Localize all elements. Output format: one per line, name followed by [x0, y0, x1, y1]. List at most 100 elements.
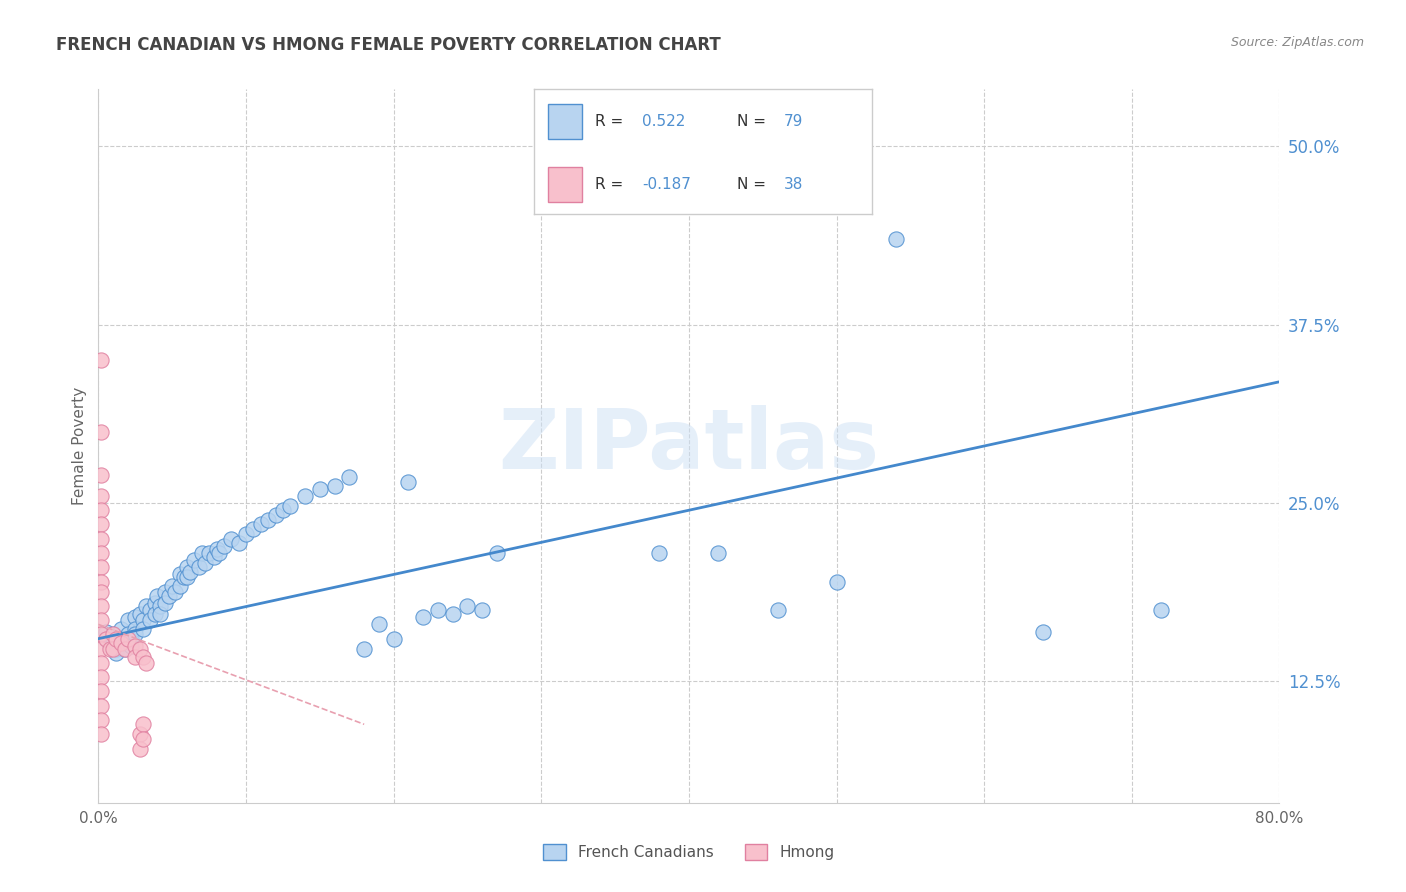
Point	[176, 560, 198, 574]
Point	[212, 539, 235, 553]
Text: Source: ZipAtlas.com: Source: ZipAtlas.com	[1230, 36, 1364, 49]
Point	[228, 536, 250, 550]
Point	[90, 727, 112, 741]
Point	[162, 579, 183, 593]
Point	[648, 546, 671, 560]
Point	[205, 541, 228, 556]
Text: N =: N =	[737, 177, 770, 192]
Point	[309, 482, 332, 496]
Point	[128, 727, 150, 741]
Point	[149, 607, 172, 622]
Point	[149, 599, 172, 613]
Point	[124, 650, 146, 665]
Point	[264, 508, 287, 522]
Point	[219, 532, 242, 546]
Point	[124, 610, 146, 624]
Point	[114, 636, 136, 650]
Point	[90, 698, 112, 713]
Point	[323, 479, 346, 493]
Point	[235, 527, 257, 541]
Point	[103, 627, 125, 641]
Point	[294, 489, 316, 503]
Point	[139, 603, 162, 617]
Point	[337, 470, 360, 484]
Point	[90, 713, 112, 727]
Point	[153, 584, 176, 599]
Point	[117, 613, 139, 627]
Point	[1150, 603, 1173, 617]
Point	[90, 684, 112, 698]
Point	[353, 641, 375, 656]
Point	[456, 599, 478, 613]
Point	[766, 603, 789, 617]
Point	[110, 622, 132, 636]
Point	[396, 475, 419, 489]
Text: R =: R =	[595, 114, 628, 129]
Point	[135, 656, 157, 670]
Point	[278, 499, 302, 513]
Point	[114, 641, 136, 656]
Point	[90, 574, 112, 589]
Point	[198, 546, 221, 560]
Point	[169, 579, 191, 593]
Point	[124, 639, 146, 653]
Point	[128, 741, 150, 756]
Point	[117, 632, 139, 646]
Point	[90, 467, 112, 482]
Point	[132, 731, 155, 746]
Point	[90, 670, 112, 684]
Point	[110, 632, 132, 646]
Point	[132, 622, 155, 636]
Point	[94, 632, 117, 646]
Point	[114, 641, 136, 656]
Text: N =: N =	[737, 114, 770, 129]
Point	[183, 553, 205, 567]
Point	[165, 584, 187, 599]
Point	[90, 641, 112, 656]
Point	[105, 632, 128, 646]
Point	[1032, 624, 1054, 639]
Point	[90, 532, 112, 546]
Y-axis label: Female Poverty: Female Poverty	[72, 387, 87, 505]
Point	[98, 639, 121, 653]
Text: 79: 79	[785, 114, 803, 129]
Point	[271, 503, 294, 517]
Point	[128, 641, 150, 656]
Point	[103, 627, 125, 641]
Point	[128, 607, 150, 622]
Point	[486, 546, 509, 560]
Point	[90, 560, 112, 574]
Point	[884, 232, 907, 246]
Point	[191, 546, 214, 560]
FancyBboxPatch shape	[548, 167, 582, 202]
Point	[90, 353, 112, 368]
Point	[208, 546, 231, 560]
Point	[441, 607, 464, 622]
Point	[124, 622, 146, 636]
Point	[179, 565, 201, 579]
Point	[143, 596, 166, 610]
Point	[412, 610, 434, 624]
Point	[90, 489, 112, 503]
Point	[132, 650, 155, 665]
Point	[110, 636, 132, 650]
Point	[105, 646, 128, 660]
Text: FRENCH CANADIAN VS HMONG FEMALE POVERTY CORRELATION CHART: FRENCH CANADIAN VS HMONG FEMALE POVERTY …	[56, 36, 721, 54]
Point	[257, 513, 280, 527]
Point	[707, 546, 730, 560]
Point	[194, 556, 217, 570]
Point	[94, 624, 117, 639]
Point	[90, 599, 112, 613]
Point	[382, 632, 405, 646]
Point	[202, 550, 225, 565]
Point	[94, 632, 117, 646]
Point	[250, 517, 273, 532]
Point	[98, 641, 121, 656]
Point	[176, 570, 198, 584]
Point	[90, 656, 112, 670]
Text: 0.522: 0.522	[643, 114, 686, 129]
Point	[139, 613, 162, 627]
Point	[120, 632, 142, 646]
Point	[90, 627, 112, 641]
Point	[90, 613, 112, 627]
